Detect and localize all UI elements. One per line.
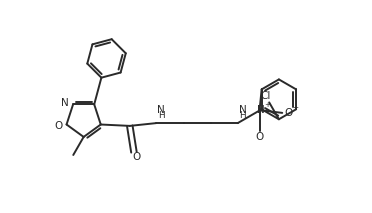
Text: H: H	[239, 111, 246, 120]
Text: H: H	[158, 111, 164, 120]
Text: Cl: Cl	[261, 91, 271, 101]
Text: N: N	[61, 98, 69, 108]
Text: N: N	[157, 105, 165, 115]
Text: O: O	[256, 132, 264, 142]
Text: O: O	[55, 121, 63, 131]
Text: −: −	[292, 105, 299, 111]
Text: +: +	[264, 102, 270, 108]
Text: N: N	[239, 105, 247, 115]
Text: O: O	[284, 108, 292, 118]
Text: O: O	[132, 152, 140, 162]
Text: N: N	[257, 105, 265, 115]
